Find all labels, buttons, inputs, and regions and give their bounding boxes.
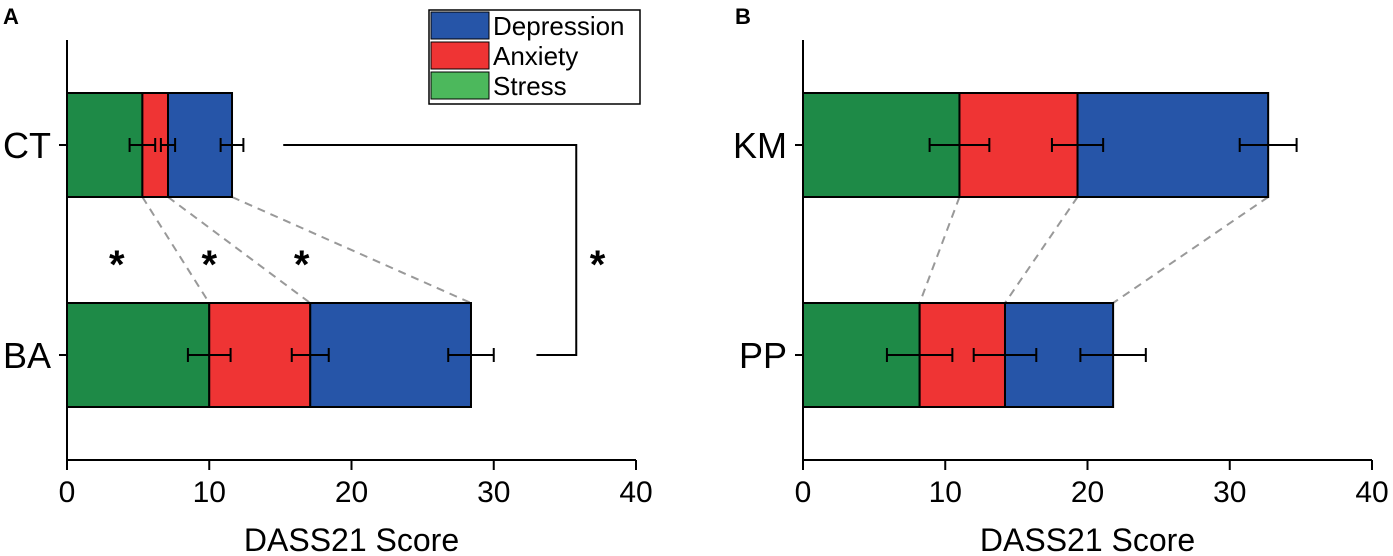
- error-bar-ba-depression: [447, 348, 495, 362]
- x-tick-label: 20: [335, 476, 368, 509]
- panel-letter-B: B: [735, 4, 751, 29]
- x-tick-label: 0: [59, 476, 76, 509]
- significance-star: *: [590, 243, 606, 287]
- error-bar-pp-anxiety: [972, 348, 1038, 362]
- connector-stress: [141, 196, 211, 304]
- category-label-km: KM: [733, 125, 787, 166]
- x-tick-label: 10: [193, 476, 226, 509]
- legend-swatch-depression: [430, 11, 490, 40]
- connector-stress: [918, 196, 961, 304]
- connector-depression: [1112, 196, 1269, 304]
- error-bar-km-anxiety: [1050, 138, 1105, 152]
- error-bar-ba-stress: [186, 348, 232, 362]
- x-tick-label: 10: [929, 476, 962, 509]
- bar-km-depression: [1076, 92, 1270, 198]
- error-bar-km-stress: [928, 138, 991, 152]
- x-tick-label: 40: [1355, 476, 1388, 509]
- connector-depression: [231, 196, 472, 304]
- legend-label-stress: Stress: [493, 71, 567, 101]
- category-label-pp: PP: [739, 335, 787, 376]
- x-axis-title: DASS21 Score: [244, 522, 459, 556]
- legend-label-anxiety: Anxiety: [493, 41, 578, 71]
- bar-ba-depression: [309, 302, 472, 408]
- significance-star: *: [201, 243, 217, 287]
- significance-star: *: [294, 243, 310, 287]
- x-tick-label: 30: [1213, 476, 1246, 509]
- error-bar-ct-depression: [219, 138, 245, 152]
- significance-bracket: [283, 144, 578, 356]
- category-label-ba: BA: [3, 335, 51, 376]
- error-bar-ct-stress: [128, 138, 157, 152]
- error-bar-ct-anxiety: [159, 138, 177, 152]
- connector-anxiety: [167, 196, 311, 304]
- significance-star: *: [109, 243, 125, 287]
- category-label-ct: CT: [3, 125, 51, 166]
- legend-swatch-anxiety: [430, 41, 490, 70]
- x-tick-label: 40: [619, 476, 652, 509]
- connector-anxiety: [1004, 196, 1079, 304]
- panel-letter-A: A: [3, 4, 19, 29]
- x-tick-label: 20: [1071, 476, 1104, 509]
- x-tick-label: 0: [795, 476, 812, 509]
- error-bar-km-depression: [1238, 138, 1298, 152]
- x-axis-title: DASS21 Score: [980, 522, 1195, 556]
- bar-ba-stress: [66, 302, 211, 408]
- x-tick-label: 30: [477, 476, 510, 509]
- error-bar-pp-depression: [1079, 348, 1147, 362]
- legend-swatch-stress: [430, 71, 490, 100]
- error-bar-ba-anxiety: [290, 348, 330, 362]
- error-bar-pp-stress: [885, 348, 954, 362]
- legend-label-depression: Depression: [493, 11, 625, 41]
